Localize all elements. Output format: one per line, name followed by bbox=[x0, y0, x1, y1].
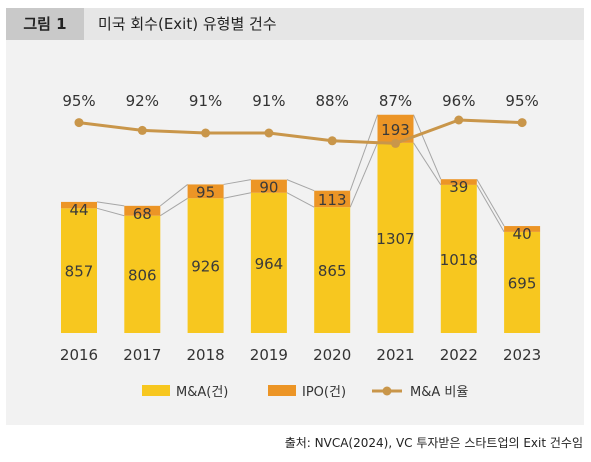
connector-mna-top bbox=[476, 184, 505, 233]
bar-mna-2023 bbox=[504, 231, 541, 333]
connector-mna-top bbox=[160, 197, 188, 217]
label-ipo-2020: 113 bbox=[318, 191, 347, 209]
label-mna-2019: 964 bbox=[255, 255, 284, 273]
connector-mna-top bbox=[223, 192, 251, 199]
bars bbox=[61, 114, 541, 333]
bar-connectors bbox=[96, 114, 505, 233]
figure-label: 그림 1 bbox=[6, 8, 84, 40]
connector-ipo-top bbox=[223, 179, 251, 185]
legend-swatch-mna bbox=[142, 385, 170, 396]
bar-value-labels: 857 44 806 68 926 95 964 90 865 113 1307 193 1018 39 6… bbox=[65, 121, 537, 293]
x-tick-2018: 2018 bbox=[187, 346, 225, 364]
connector-mna-top bbox=[286, 192, 315, 208]
ratio-point-2020 bbox=[327, 136, 337, 146]
ratio-point-2017 bbox=[137, 125, 147, 135]
legend-label-ipo: IPO(건) bbox=[302, 385, 346, 400]
ratio-point-2016 bbox=[74, 118, 84, 128]
label-ipo-2018: 95 bbox=[196, 183, 215, 201]
label-mna-2017: 806 bbox=[128, 266, 157, 284]
bar-mna-2020 bbox=[314, 207, 351, 333]
ratio-label-2020: 88% bbox=[316, 92, 349, 110]
legend: M&A(건) IPO(건) M&A 비율 bbox=[142, 385, 468, 400]
connector-ipo-top bbox=[286, 179, 315, 192]
connector-ipo-top bbox=[159, 184, 188, 207]
x-tick-2017: 2017 bbox=[123, 346, 161, 364]
bar-ipo-2019 bbox=[250, 179, 287, 193]
label-ipo-2021: 193 bbox=[381, 121, 410, 139]
connector-ipo-top bbox=[413, 114, 442, 180]
bar-ipo-2017 bbox=[124, 205, 161, 216]
bar-ipo-2020 bbox=[314, 190, 351, 208]
ratio-point-2021 bbox=[391, 138, 400, 148]
bar-ipo-2023 bbox=[504, 226, 541, 232]
ratio-point-2019 bbox=[264, 128, 274, 138]
connector-ipo-top bbox=[96, 201, 125, 207]
legend-label-mna: M&A(건) bbox=[176, 385, 228, 400]
ratio-point-2022 bbox=[454, 115, 464, 125]
ratio-point-2023 bbox=[517, 118, 527, 128]
x-tick-2016: 2016 bbox=[60, 346, 98, 364]
label-mna-2023: 695 bbox=[508, 274, 537, 292]
bar-mna-2018 bbox=[187, 198, 224, 333]
connector-mna-top bbox=[413, 142, 442, 186]
bar-mna-2019 bbox=[250, 192, 287, 333]
x-tick-2022: 2022 bbox=[440, 346, 478, 364]
connector-ipo-top bbox=[349, 114, 378, 191]
ratio-label-2022: 96% bbox=[442, 92, 475, 110]
x-axis: 2016 2017 2018 2019 2020 2021 2022 2023 bbox=[60, 346, 541, 364]
bar-ipo-2016 bbox=[61, 201, 97, 209]
legend-swatch-ipo bbox=[268, 385, 296, 396]
ratio-line bbox=[78, 118, 523, 145]
bar-mna-2016 bbox=[61, 208, 97, 333]
ratio-label-2019: 91% bbox=[252, 92, 285, 110]
figure-header: 그림 1 미국 회수(Exit) 유형별 건수 bbox=[6, 8, 584, 40]
bar-mna-2022 bbox=[440, 184, 477, 333]
ratio-label-2018: 91% bbox=[189, 92, 222, 110]
label-mna-2020: 865 bbox=[318, 262, 347, 280]
x-tick-2019: 2019 bbox=[250, 346, 288, 364]
source-note: 출처: NVCA(2024), VC 투자받은 스타트업의 Exit 건수임 bbox=[284, 436, 583, 450]
label-mna-2016: 857 bbox=[65, 263, 94, 281]
bar-mna-2017 bbox=[124, 215, 161, 333]
ratio-label-2021: 87% bbox=[379, 92, 412, 110]
connector-mna-top bbox=[349, 142, 378, 208]
label-mna-2021: 1307 bbox=[376, 230, 414, 248]
ratio-line-group: 95% 92% 91% 91% 88% 87% 96% 95% bbox=[62, 92, 539, 148]
x-tick-2021: 2021 bbox=[376, 346, 414, 364]
figure-title: 미국 회수(Exit) 유형별 건수 bbox=[98, 15, 277, 33]
bar-ipo-2018 bbox=[187, 184, 224, 199]
connector-mna-top bbox=[96, 207, 125, 217]
ratio-point-2018 bbox=[201, 128, 211, 138]
ratio-label-2017: 92% bbox=[126, 92, 159, 110]
legend-label-ratio: M&A 비율 bbox=[410, 385, 468, 400]
x-tick-2023: 2023 bbox=[503, 346, 541, 364]
label-ipo-2017: 68 bbox=[133, 205, 152, 223]
label-ipo-2019: 90 bbox=[259, 179, 278, 197]
label-mna-2018: 926 bbox=[191, 258, 220, 276]
chart-panel bbox=[6, 40, 584, 425]
label-mna-2022: 1018 bbox=[440, 251, 478, 269]
connector-ipo-top bbox=[476, 178, 505, 227]
label-ipo-2016: 44 bbox=[69, 201, 88, 219]
ratio-label-2023: 95% bbox=[505, 92, 538, 110]
label-ipo-2023: 40 bbox=[513, 225, 532, 243]
bar-mna-2021 bbox=[377, 142, 414, 333]
x-tick-2020: 2020 bbox=[313, 346, 351, 364]
bar-ipo-2022 bbox=[440, 179, 477, 185]
legend-swatch-ratio-marker bbox=[382, 386, 392, 396]
label-ipo-2022: 39 bbox=[449, 178, 468, 196]
ratio-label-2016: 95% bbox=[62, 92, 95, 110]
